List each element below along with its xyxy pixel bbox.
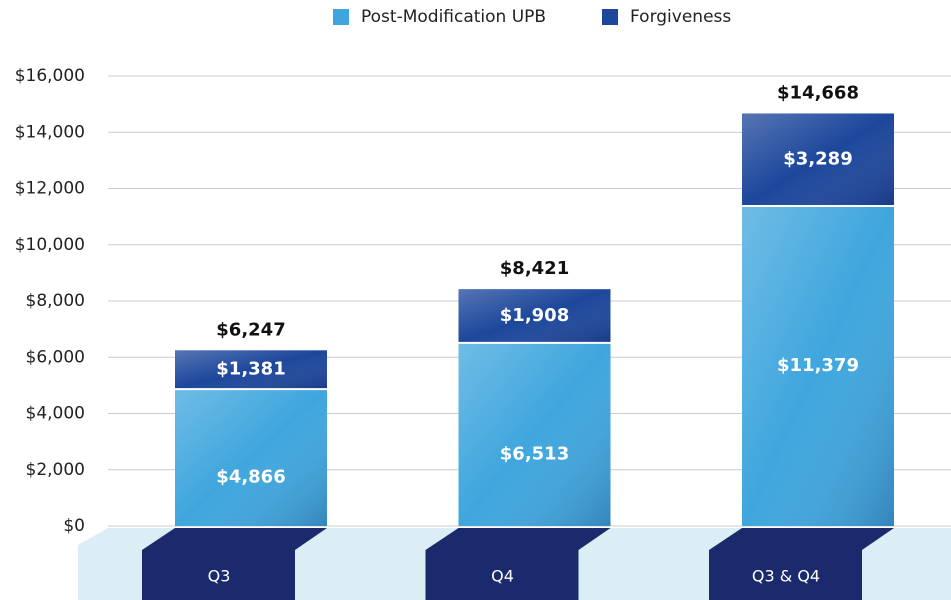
y-tick-label: $16,000 <box>15 66 85 86</box>
total-label: $6,247 <box>216 319 285 340</box>
bar-shade <box>459 343 611 526</box>
y-tick-label: $8,000 <box>26 291 85 311</box>
total-label: $8,421 <box>500 258 569 279</box>
value-label: $3,289 <box>783 149 852 170</box>
y-tick-label: $14,000 <box>15 122 85 142</box>
legend-swatch <box>333 9 349 25</box>
value-label: $11,379 <box>777 355 859 376</box>
value-label: $1,908 <box>500 305 569 326</box>
total-label: $14,668 <box>777 82 859 103</box>
bar-shade <box>175 389 327 526</box>
value-label: $6,513 <box>500 443 569 464</box>
y-tick-label: $6,000 <box>26 347 85 367</box>
y-tick-label: $2,000 <box>26 460 85 480</box>
x-tick-label: Q4 <box>491 567 514 586</box>
y-tick-label: $0 <box>63 516 85 536</box>
y-tick-label: $4,000 <box>26 404 85 424</box>
value-label: $1,381 <box>216 359 285 380</box>
y-tick-label: $10,000 <box>15 235 85 255</box>
x-tick-label: Q3 & Q4 <box>752 567 820 586</box>
value-label: $4,866 <box>216 467 285 488</box>
legend-label: Forgiveness <box>630 7 731 27</box>
x-tick-label: Q3 <box>208 567 231 586</box>
chart: $0 $2,000 $4,000 $6,000 $8,000 $10,000 $12,000… <box>0 0 951 600</box>
legend-label: Post-Modification UPB <box>361 7 546 27</box>
legend-swatch <box>602 9 618 25</box>
y-tick-label: $12,000 <box>15 179 85 199</box>
